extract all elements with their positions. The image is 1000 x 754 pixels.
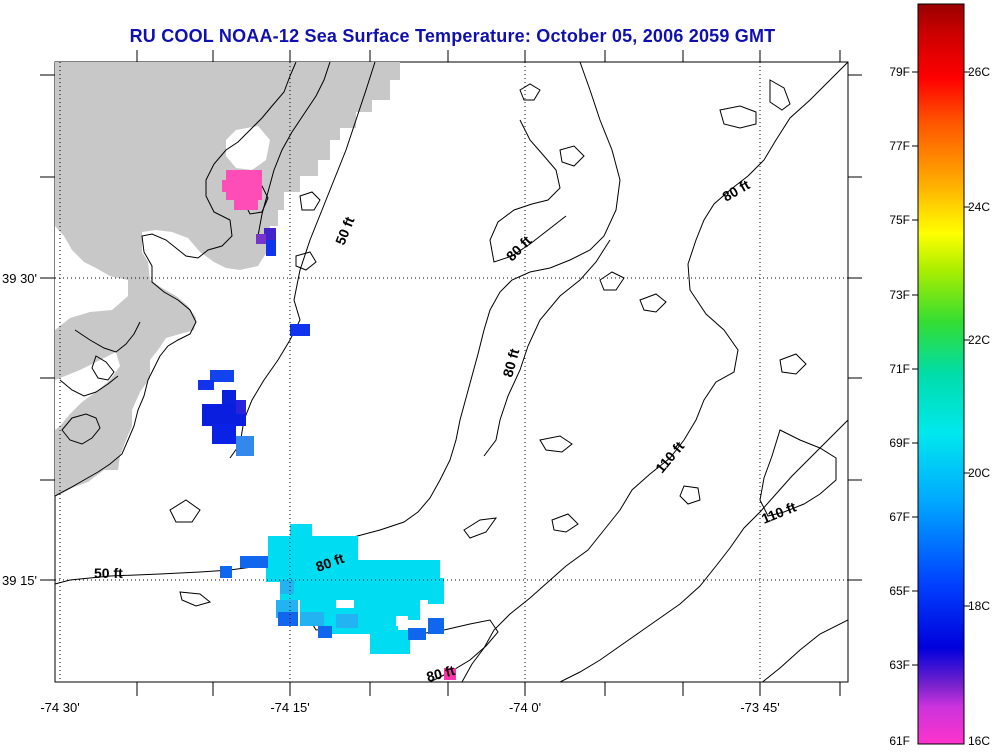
lon-label-74-15: -74 15' bbox=[270, 700, 309, 715]
land-mass bbox=[55, 62, 400, 496]
cb-c-22: 22C bbox=[968, 333, 990, 347]
cb-c-20: 20C bbox=[968, 466, 990, 480]
sst-pixels bbox=[198, 170, 456, 680]
cb-c-16: 16C bbox=[968, 734, 990, 748]
cb-f-77: 77F bbox=[889, 139, 910, 153]
cb-f-69: 69F bbox=[889, 436, 910, 450]
contour-label-80ft-point: 80 ft bbox=[425, 662, 457, 685]
cb-c-26: 26C bbox=[968, 65, 990, 79]
lat-label-39-30: 39 30' bbox=[2, 271, 37, 286]
cb-f-75: 75F bbox=[889, 213, 910, 227]
map-title: RU COOL NOAA-12 Sea Surface Temperature:… bbox=[129, 26, 776, 46]
cb-f-65: 65F bbox=[889, 584, 910, 598]
contour-label-50ft-south: 50 ft bbox=[94, 565, 123, 581]
cb-f-71: 71F bbox=[889, 362, 910, 376]
cb-f-73: 73F bbox=[889, 288, 910, 302]
depth-contours bbox=[55, 62, 848, 682]
contour-label-80ft-mid: 80 ft bbox=[499, 347, 522, 379]
cb-f-63: 63F bbox=[889, 658, 910, 672]
cb-f-67: 67F bbox=[889, 510, 910, 524]
cb-c-24: 24C bbox=[968, 200, 990, 214]
cb-f-79: 79F bbox=[889, 65, 910, 79]
graticule bbox=[55, 62, 848, 682]
cb-f-61: 61F bbox=[889, 734, 910, 748]
lon-label-73-45: -73 45' bbox=[740, 700, 779, 715]
marsh-area bbox=[55, 62, 270, 430]
cb-c-18: 18C bbox=[968, 599, 990, 613]
axis-ticks bbox=[40, 50, 862, 696]
colorbar: 79F 77F 75F 73F 71F 69F 67F 65F 63F 61F … bbox=[889, 3, 990, 748]
lat-label-39-15: 39 15' bbox=[2, 573, 37, 588]
lon-label-74-0: -74 0' bbox=[509, 700, 541, 715]
colorbar-gradient bbox=[917, 3, 965, 745]
lon-label-74-30: -74 30' bbox=[40, 700, 79, 715]
